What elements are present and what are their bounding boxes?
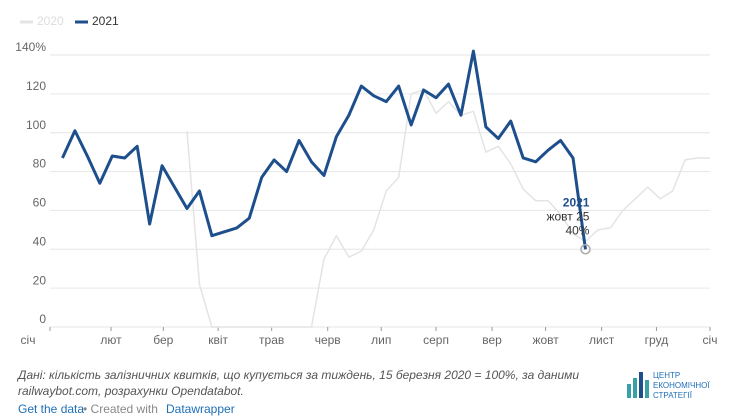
line-series xyxy=(186,89,710,328)
legend-label: 2020 xyxy=(37,14,64,28)
get-data-link[interactable]: Get the data xyxy=(18,402,84,416)
line-series xyxy=(61,49,587,250)
datawrapper-link[interactable]: Datawrapper xyxy=(166,402,235,416)
note: Дані: кількість залізничних квитків, що … xyxy=(16,368,579,382)
x-tick-label: лют xyxy=(100,333,122,347)
highlight-point xyxy=(580,244,591,255)
logo: ЦЕНТР ЕКОНОМІЧНОЇ СТРАТЕГІЇ xyxy=(627,371,710,400)
y-tick-label: 60 xyxy=(33,196,47,210)
x-tick-label: січ xyxy=(21,333,36,347)
x-tick-label: груд xyxy=(645,333,669,347)
x-tick-label: трав xyxy=(259,333,284,347)
highlight-series: 2021 xyxy=(563,195,590,209)
legend-label: 2021 xyxy=(92,14,119,28)
y-tick-label: 40 xyxy=(33,234,47,248)
x-tick-label: лист xyxy=(589,333,615,347)
note: railwaybot.com, розрахунки Opendatabot. xyxy=(18,384,244,398)
y-tick-label: 0 xyxy=(39,312,46,326)
y-tick-label: 100 xyxy=(26,118,46,132)
logo-text: СТРАТЕГІЇ xyxy=(653,391,693,400)
x-tick-label: вер xyxy=(482,333,502,347)
y-tick-label: 20 xyxy=(33,273,47,287)
x-tick-label: квіт xyxy=(208,333,228,347)
logo-text: ЕКОНОМІЧНОЇ xyxy=(653,381,710,390)
highlight-date: жовт 25 xyxy=(546,209,589,223)
x-tick-label: лип xyxy=(371,333,391,347)
x-tick-label: січ xyxy=(703,333,718,347)
logo-text: ЦЕНТР xyxy=(653,371,680,380)
y-tick-label: 140% xyxy=(15,40,46,54)
y-tick-label: 120 xyxy=(26,79,46,93)
x-tick-label: бер xyxy=(153,333,173,347)
x-tick-label: серп xyxy=(423,333,449,347)
highlight-value: 40% xyxy=(565,223,589,237)
y-tick-label: 80 xyxy=(33,157,47,171)
created-with: • Created with xyxy=(83,402,158,416)
x-tick-label: черв xyxy=(315,333,341,347)
x-tick-label: жовт xyxy=(532,333,559,347)
